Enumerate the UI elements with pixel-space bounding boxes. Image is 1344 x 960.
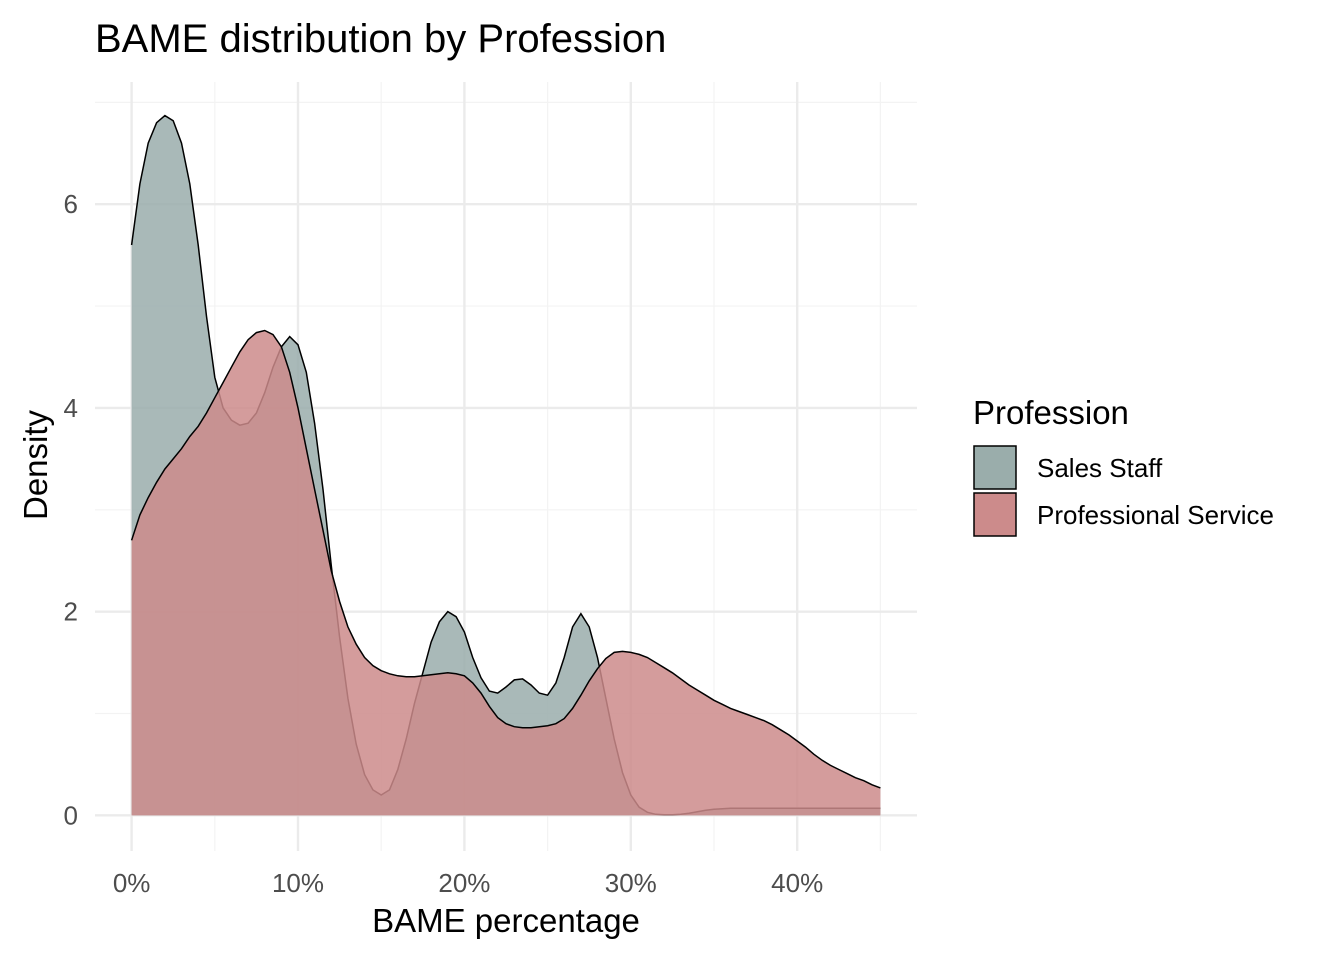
x-tick-label: 40% <box>771 868 823 898</box>
y-tick-label: 4 <box>64 393 78 423</box>
density-outline-professional-service <box>130 329 881 789</box>
y-tick-label: 6 <box>64 189 78 219</box>
plot-area <box>95 82 917 851</box>
legend-label-sales-staff: Sales Staff <box>1037 453 1163 483</box>
legend-title: Profession <box>973 394 1129 431</box>
density-area-professional-service <box>131 330 881 816</box>
y-axis: 0 2 4 6 <box>64 189 78 830</box>
y-axis-title: Density <box>17 409 54 520</box>
x-tick-label: 0% <box>113 868 151 898</box>
legend-items: Sales Staff Professional Service <box>973 445 1274 537</box>
x-tick-label: 20% <box>438 868 490 898</box>
x-axis: 0% 10% 20% 30% 40% <box>113 868 823 898</box>
legend-key-sales-staff <box>973 445 1017 490</box>
x-axis-title: BAME percentage <box>372 902 640 939</box>
x-tick-label: 30% <box>605 868 657 898</box>
chart-title: BAME distribution by Profession <box>95 17 666 61</box>
legend-key-professional-service <box>973 492 1017 537</box>
x-tick-label: 10% <box>272 868 324 898</box>
legend: Profession Sales Staff Professional Servi… <box>973 394 1274 537</box>
legend-label-professional-service: Professional Service <box>1037 500 1274 530</box>
y-tick-label: 2 <box>64 597 78 627</box>
y-tick-label: 0 <box>64 800 78 830</box>
density-areas <box>130 114 881 816</box>
